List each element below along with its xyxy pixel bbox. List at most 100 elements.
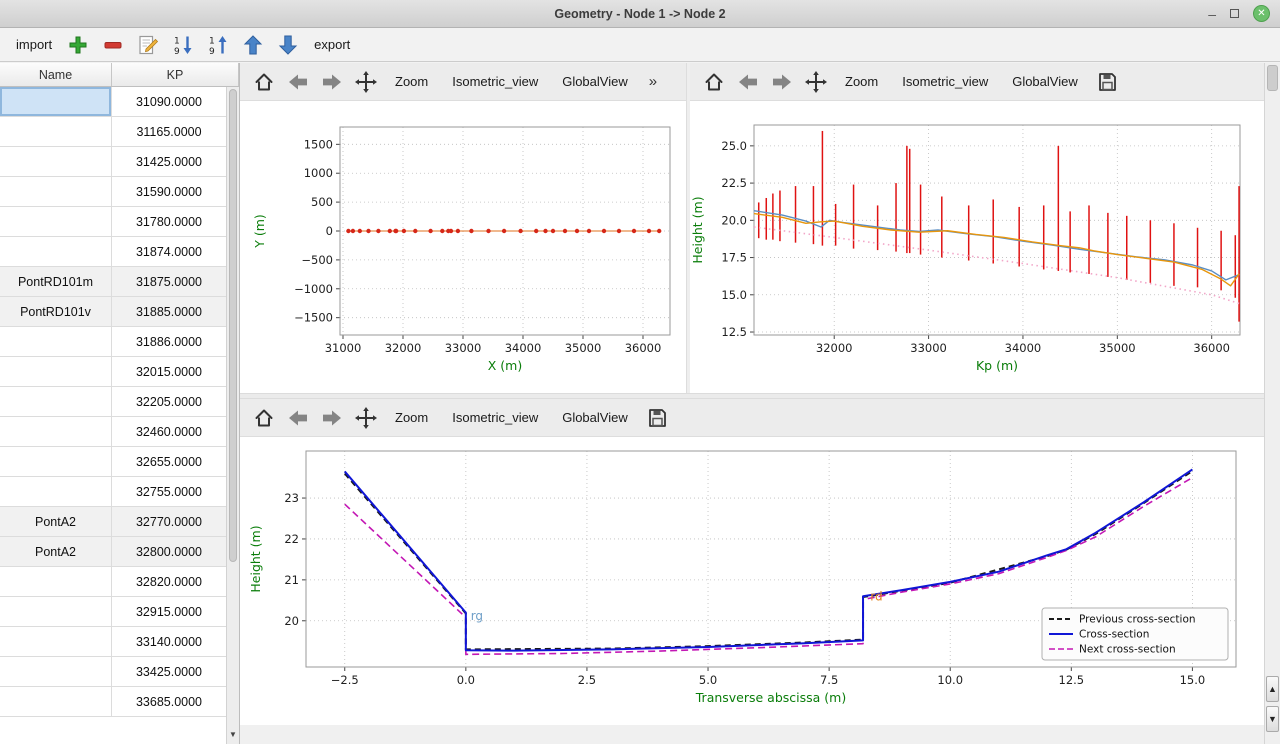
table-row[interactable]: 31425.0000: [0, 147, 226, 177]
cell-kp[interactable]: 33140.0000: [135, 634, 203, 649]
save-button[interactable]: [1091, 68, 1123, 96]
cell-name[interactable]: [0, 357, 112, 386]
cell-name[interactable]: [0, 237, 112, 266]
cell-kp[interactable]: 32015.0000: [135, 364, 203, 379]
remove-row-button[interactable]: [100, 32, 126, 58]
cell-kp[interactable]: 32755.0000: [135, 484, 203, 499]
cell-name[interactable]: [0, 387, 112, 416]
cell-name[interactable]: [0, 207, 112, 236]
home-button[interactable]: [698, 68, 730, 96]
cell-name[interactable]: [0, 327, 112, 356]
cell-kp[interactable]: 31590.0000: [135, 184, 203, 199]
maximize-button[interactable]: [1230, 9, 1239, 18]
profile-chart[interactable]: 32000 33000 34000 35000 36000 12.5 15.0 17.5 20.…: [690, 101, 1260, 391]
isometric-view-button[interactable]: Isometric_view: [452, 410, 539, 425]
back-button[interactable]: [732, 68, 764, 96]
global-view-button[interactable]: GlobalView: [1012, 74, 1078, 89]
scroll-down-button[interactable]: ▼: [1266, 706, 1279, 732]
cell-kp[interactable]: 31780.0000: [135, 214, 203, 229]
scroll-up-button[interactable]: ▲: [1266, 676, 1279, 702]
global-view-button[interactable]: GlobalView: [562, 74, 628, 89]
cell-kp[interactable]: 32820.0000: [135, 574, 203, 589]
table-row[interactable]: 33425.0000: [0, 657, 226, 687]
export-button[interactable]: export: [314, 37, 351, 52]
table-scroll-down-button[interactable]: ▼: [229, 729, 237, 739]
forward-button[interactable]: [316, 404, 348, 432]
edit-button[interactable]: [135, 32, 161, 58]
minimize-button[interactable]: –: [1208, 5, 1216, 22]
table-row[interactable]: 31090.0000: [0, 87, 226, 117]
table-row[interactable]: 33685.0000: [0, 687, 226, 717]
horizontal-splitter[interactable]: [240, 393, 1264, 399]
table-row[interactable]: 31886.0000: [0, 327, 226, 357]
cell-name[interactable]: [0, 567, 112, 596]
cell-kp[interactable]: 32205.0000: [135, 394, 203, 409]
cell-kp[interactable]: 32460.0000: [135, 424, 203, 439]
pan-button[interactable]: [350, 404, 382, 432]
cell-kp[interactable]: 32770.0000: [135, 514, 203, 529]
table-scrollbar[interactable]: ▼: [226, 87, 239, 744]
plan-view-chart[interactable]: 31000 32000 33000 34000 35000 36000 −1500 −1000…: [240, 101, 686, 391]
global-view-button[interactable]: GlobalView: [562, 410, 628, 425]
move-up-button[interactable]: [240, 32, 266, 58]
pan-button[interactable]: [350, 68, 382, 96]
isometric-view-button[interactable]: Isometric_view: [452, 74, 539, 89]
table-row[interactable]: 32205.0000: [0, 387, 226, 417]
table-row[interactable]: PontRD101v 31885.0000: [0, 297, 226, 327]
add-row-button[interactable]: [65, 32, 91, 58]
table-row[interactable]: 32015.0000: [0, 357, 226, 387]
cell-kp[interactable]: 33425.0000: [135, 664, 203, 679]
cell-name[interactable]: [0, 597, 112, 626]
toolbar-overflow-button[interactable]: »: [648, 73, 658, 90]
cell-kp[interactable]: 31165.0000: [136, 124, 202, 139]
table-row[interactable]: 32460.0000: [0, 417, 226, 447]
cell-kp[interactable]: 31885.0000: [135, 304, 203, 319]
cell-kp[interactable]: 32800.0000: [135, 544, 203, 559]
cell-kp[interactable]: 31875.0000: [135, 274, 203, 289]
zoom-button[interactable]: Zoom: [395, 410, 429, 425]
cell-kp[interactable]: 31425.0000: [135, 154, 203, 169]
cell-name[interactable]: [0, 117, 112, 146]
zoom-button[interactable]: Zoom: [395, 74, 429, 89]
forward-button[interactable]: [766, 68, 798, 96]
cell-name[interactable]: [0, 477, 112, 506]
home-button[interactable]: [248, 68, 280, 96]
column-header-kp[interactable]: KP: [112, 63, 239, 86]
isometric-view-button[interactable]: Isometric_view: [902, 74, 989, 89]
cell-kp[interactable]: 33685.0000: [135, 694, 203, 709]
column-header-name[interactable]: Name: [0, 63, 112, 86]
zoom-button[interactable]: Zoom: [845, 74, 879, 89]
cell-name[interactable]: [0, 627, 112, 656]
table-row[interactable]: 32820.0000: [0, 567, 226, 597]
forward-button[interactable]: [316, 68, 348, 96]
vertical-splitter[interactable]: [686, 63, 690, 393]
cell-name[interactable]: PontRD101m: [0, 267, 112, 296]
cell-name[interactable]: PontA2: [0, 507, 112, 536]
cell-name[interactable]: PontA2: [0, 537, 112, 566]
cell-name[interactable]: [0, 657, 112, 686]
back-button[interactable]: [282, 68, 314, 96]
move-down-button[interactable]: [275, 32, 301, 58]
cell-name[interactable]: [0, 147, 112, 176]
table-row[interactable]: PontA2 32800.0000: [0, 537, 226, 567]
table-row[interactable]: 31780.0000: [0, 207, 226, 237]
cell-name[interactable]: PontRD101v: [0, 297, 112, 326]
table-scrollbar-thumb[interactable]: [229, 89, 237, 563]
cell-name[interactable]: [0, 447, 112, 476]
close-button[interactable]: ✕: [1253, 5, 1270, 22]
cell-kp[interactable]: 31090.0000: [135, 94, 203, 109]
cell-name[interactable]: [0, 87, 112, 116]
table-row[interactable]: 31874.0000: [0, 237, 226, 267]
cell-kp[interactable]: 32655.0000: [135, 454, 203, 469]
table-row[interactable]: 31590.0000: [0, 177, 226, 207]
cross-section-chart[interactable]: −2.5 0.0 2.5 5.0 7.5 10.0 12.5 15.0 20 21 22 23 rg rd…: [240, 437, 1254, 725]
back-button[interactable]: [282, 404, 314, 432]
sort-descending-button[interactable]: [170, 32, 196, 58]
window-scrollbar-thumb[interactable]: [1267, 65, 1278, 91]
cell-kp[interactable]: 31886.0000: [135, 334, 203, 349]
save-button[interactable]: [641, 404, 673, 432]
table-row[interactable]: PontA2 32770.0000: [0, 507, 226, 537]
cell-kp[interactable]: 32915.0000: [135, 604, 203, 619]
table-row[interactable]: 32755.0000: [0, 477, 226, 507]
cell-name[interactable]: [0, 417, 112, 446]
